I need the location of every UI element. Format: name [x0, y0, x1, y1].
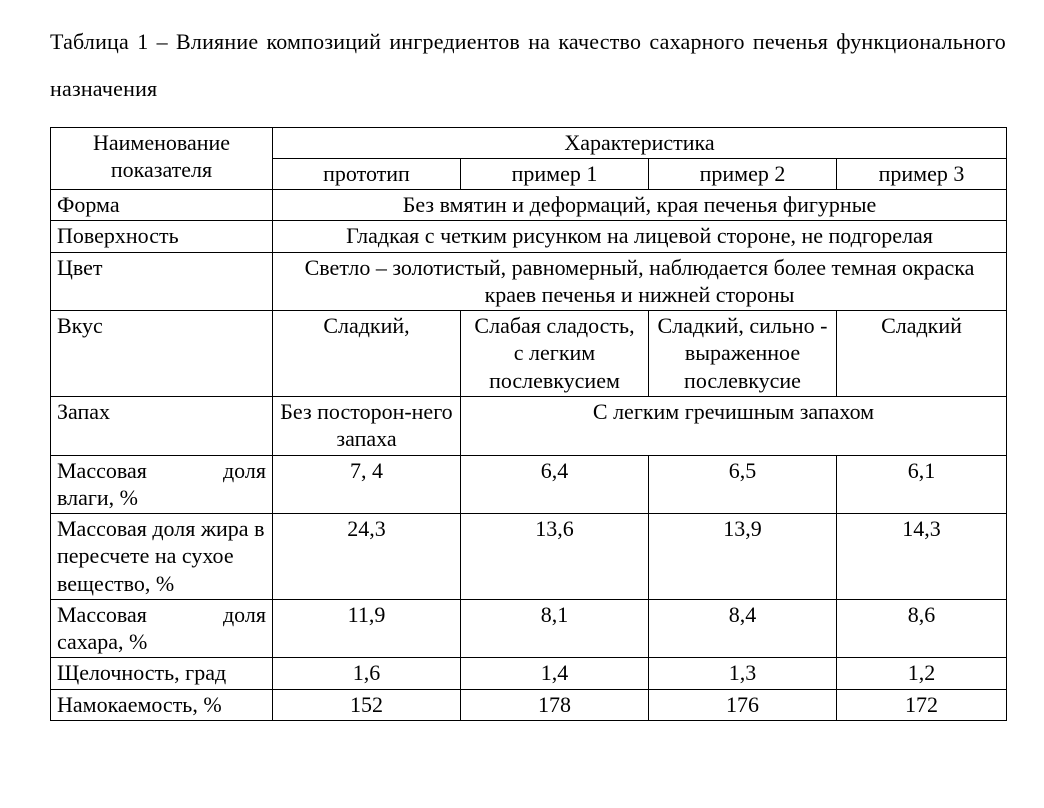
table-row: Цвет Светло – золотистый, равномерный, н…	[51, 252, 1007, 311]
page: Таблица 1 – Влияние композиций ингредиен…	[0, 0, 1044, 808]
col-example-3: пример 3	[837, 158, 1007, 189]
cell-alk-proto: 1,6	[273, 658, 461, 689]
cell-soak-ex1: 178	[461, 689, 649, 720]
header-group: Характеристика	[273, 127, 1007, 158]
row-label-shape: Форма	[51, 190, 273, 221]
row-label-surface: Поверхность	[51, 221, 273, 252]
cell-fat-ex1: 13,6	[461, 514, 649, 600]
col-prototype: прототип	[273, 158, 461, 189]
table-row: Щелочность, град 1,6 1,4 1,3 1,2	[51, 658, 1007, 689]
row-label-smell: Запах	[51, 396, 273, 455]
label-part: доля	[223, 458, 266, 483]
table-row: Массовая доля жира в пересчете на сухое …	[51, 514, 1007, 600]
table-row: Вкус Сладкий, Слабая сладость, с легким …	[51, 311, 1007, 397]
col-example-1: пример 1	[461, 158, 649, 189]
table-row: Массовая доля сахара, % 11,9 8,1 8,4 8,6	[51, 599, 1007, 658]
table-row: Запах Без посторон-него запаха С легким …	[51, 396, 1007, 455]
cell-sugar-ex3: 8,6	[837, 599, 1007, 658]
data-table: Наименование показателя Характеристика п…	[50, 127, 1007, 721]
row-label-color: Цвет	[51, 252, 273, 311]
row-label-moisture: Массовая доля влаги, %	[51, 455, 273, 514]
cell-fat-proto: 24,3	[273, 514, 461, 600]
row-value-shape: Без вмятин и деформаций, края печенья фи…	[273, 190, 1007, 221]
table-row: Массовая доля влаги, % 7, 4 6,4 6,5 6,1	[51, 455, 1007, 514]
label-part: сахара, %	[57, 629, 147, 654]
cell-soak-proto: 152	[273, 689, 461, 720]
cell-moisture-ex2: 6,5	[649, 455, 837, 514]
cell-alk-ex1: 1,4	[461, 658, 649, 689]
cell-taste-proto: Сладкий,	[273, 311, 461, 397]
col-example-2: пример 2	[649, 158, 837, 189]
cell-smell-proto: Без посторон-него запаха	[273, 396, 461, 455]
cell-fat-ex3: 14,3	[837, 514, 1007, 600]
cell-moisture-ex3: 6,1	[837, 455, 1007, 514]
label-part: доля	[223, 602, 266, 627]
row-label-alk: Щелочность, град	[51, 658, 273, 689]
table-row: Намокаемость, % 152 178 176 172	[51, 689, 1007, 720]
row-label-soak: Намокаемость, %	[51, 689, 273, 720]
label-part: Массовая	[57, 458, 147, 483]
cell-soak-ex3: 172	[837, 689, 1007, 720]
row-value-color: Светло – золотистый, равномерный, наблюд…	[273, 252, 1007, 311]
label-part: Массовая	[57, 602, 147, 627]
cell-smell-span3: С легким гречишным запахом	[461, 396, 1007, 455]
cell-fat-ex2: 13,9	[649, 514, 837, 600]
cell-moisture-ex1: 6,4	[461, 455, 649, 514]
cell-sugar-ex1: 8,1	[461, 599, 649, 658]
row-value-surface: Гладкая с четким рисунком на лицевой сто…	[273, 221, 1007, 252]
cell-alk-ex3: 1,2	[837, 658, 1007, 689]
cell-alk-ex2: 1,3	[649, 658, 837, 689]
table-header-row: Наименование показателя Характеристика	[51, 127, 1007, 158]
cell-sugar-proto: 11,9	[273, 599, 461, 658]
cell-moisture-proto: 7, 4	[273, 455, 461, 514]
row-label-sugar: Массовая доля сахара, %	[51, 599, 273, 658]
cell-taste-ex1: Слабая сладость, с легким послевкусием	[461, 311, 649, 397]
cell-taste-ex3: Сладкий	[837, 311, 1007, 397]
label-part: влаги, %	[57, 485, 138, 510]
table-row: Форма Без вмятин и деформаций, края пече…	[51, 190, 1007, 221]
table-caption: Таблица 1 – Влияние композиций ингредиен…	[50, 18, 1006, 113]
cell-soak-ex2: 176	[649, 689, 837, 720]
cell-sugar-ex2: 8,4	[649, 599, 837, 658]
table-row: Поверхность Гладкая с четким рисунком на…	[51, 221, 1007, 252]
row-label-taste: Вкус	[51, 311, 273, 397]
header-label: Наименование показателя	[51, 127, 273, 190]
cell-taste-ex2: Сладкий, сильно - выраженное послевкусие	[649, 311, 837, 397]
row-label-fat: Массовая доля жира в пересчете на сухое …	[51, 514, 273, 600]
